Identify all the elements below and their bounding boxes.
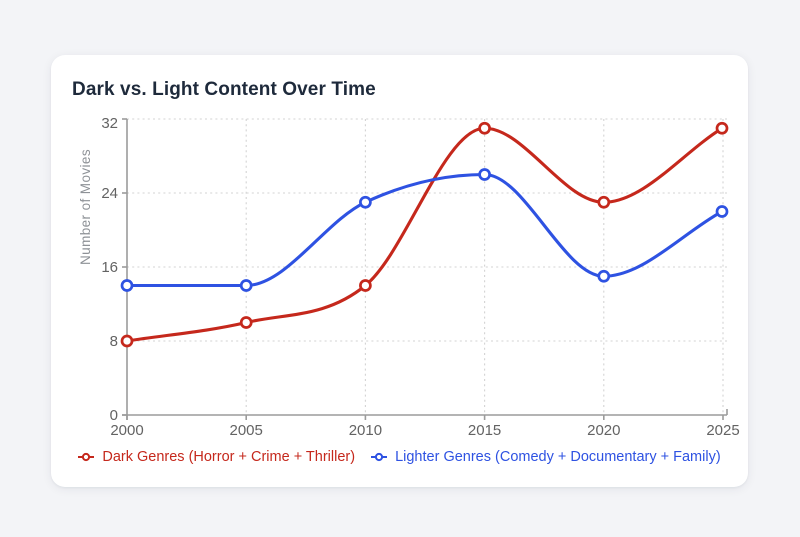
x-tick-label: 2010 bbox=[349, 422, 382, 439]
chart-card: Dark vs. Light Content Over Time 0 8 16 24 3… bbox=[51, 55, 748, 487]
data-point bbox=[359, 195, 372, 209]
series-marker-icon bbox=[371, 452, 388, 462]
legend-item-0[interactable]: Dark Genres (Horror + Crime + Thriller) bbox=[78, 449, 355, 465]
data-point bbox=[120, 279, 134, 292]
x-tick-label: 2000 bbox=[110, 422, 143, 439]
x-tick-label: 2015 bbox=[468, 422, 501, 439]
x-tick-label: 2025 bbox=[706, 422, 739, 439]
data-point bbox=[715, 121, 729, 135]
data-point bbox=[120, 334, 134, 348]
data-point bbox=[478, 168, 491, 181]
x-tick-label: 2005 bbox=[230, 422, 263, 439]
y-tick-label: 8 bbox=[110, 333, 118, 350]
data-point bbox=[478, 121, 491, 135]
data-point bbox=[715, 205, 729, 218]
y-axis-title: Number of Movies bbox=[78, 149, 93, 265]
line-chart: 0 8 16 24 32 2000 2005 2010 2015 2020 2025 Number o… bbox=[51, 103, 748, 443]
data-point bbox=[239, 316, 253, 329]
legend-item-1[interactable]: Lighter Genres (Comedy + Documentary + F… bbox=[371, 449, 721, 465]
y-tick-label: 32 bbox=[101, 115, 118, 132]
chart-title: Dark vs. Light Content Over Time bbox=[72, 79, 376, 100]
y-tick-label: 16 bbox=[101, 259, 118, 276]
data-point bbox=[359, 279, 372, 292]
legend-label: Dark Genres (Horror + Crime + Thriller) bbox=[102, 449, 356, 465]
line-chart-canvas: 0 8 16 24 32 2000 2005 2010 2015 2020 2025 Number o… bbox=[78, 115, 740, 439]
series-marker-icon bbox=[78, 452, 95, 462]
y-tick-label: 24 bbox=[101, 185, 118, 202]
y-tick-label: 0 bbox=[110, 407, 118, 424]
data-point bbox=[239, 279, 253, 292]
legend-label: Lighter Genres (Comedy + Documentary + F… bbox=[395, 449, 721, 465]
series-line-0 bbox=[125, 126, 724, 343]
chart-legend: Dark Genres (Horror + Crime + Thriller) L… bbox=[51, 445, 748, 469]
x-tick-label: 2020 bbox=[587, 422, 620, 439]
data-point bbox=[597, 269, 611, 283]
data-point bbox=[597, 195, 611, 209]
series-line-1 bbox=[125, 172, 724, 288]
